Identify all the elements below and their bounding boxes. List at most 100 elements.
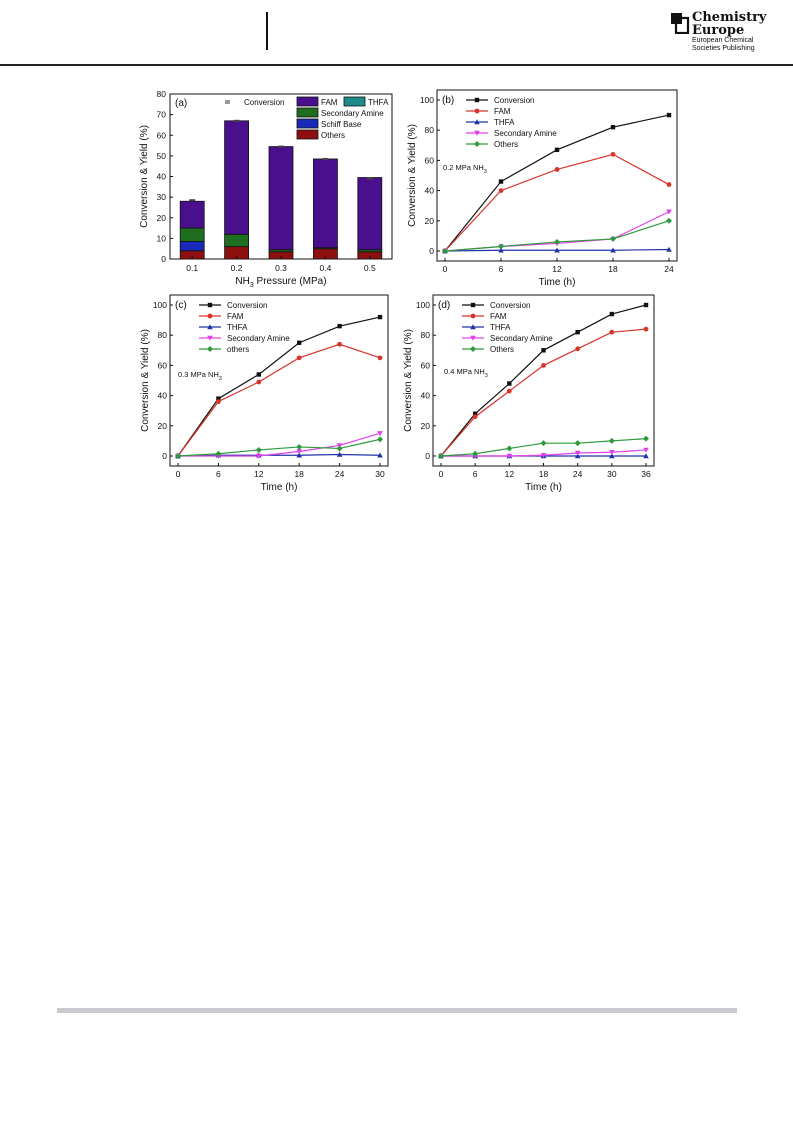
panel-d-ytick-label: 0	[425, 451, 430, 461]
panel-a-bar-fam	[312, 158, 338, 249]
panel-c-series-fam-point	[256, 379, 262, 385]
publisher-logo: Chemistry Europe European Chemical Socie…	[670, 11, 770, 56]
panel-a-legend-swatch	[296, 96, 319, 107]
panel-c-ytick-label: 40	[158, 391, 168, 401]
panel-a-xtick-label: 0.5	[364, 263, 376, 273]
panel-c-legend-label: Secondary Amine	[227, 334, 290, 343]
panel-a-ytick-label: 50	[157, 151, 167, 161]
panel-d-series-fam-point	[575, 346, 581, 352]
logo-line4: Societies Publishing	[692, 45, 755, 52]
panel-a-bar-fam	[268, 146, 294, 251]
panel-d-ytick-label: 60	[421, 360, 431, 370]
panel-a-bar-secondary-amine	[179, 227, 205, 242]
panel-c-series-others-point	[255, 446, 262, 453]
panel-a-ytick-label: 20	[157, 213, 167, 223]
panel-c-ytick-label: 100	[153, 300, 167, 310]
panel-b-annotation: 0.2 MPa NH3	[443, 163, 487, 175]
panel-d-series-others-point	[506, 445, 513, 452]
panel-d-xtick-label: 0	[439, 469, 444, 479]
header-rule	[0, 64, 793, 66]
panel-c-series-thfa-point	[377, 452, 383, 458]
panel-c-series-fam-line	[177, 343, 381, 457]
panel-a-legend-swatch	[296, 118, 319, 129]
panel-a-ytick-label: 60	[157, 130, 167, 140]
panel-b-ytick-label: 60	[425, 155, 435, 165]
panel-b-xtick-label: 6	[499, 264, 504, 274]
panel-b-series-fam-point	[610, 151, 616, 157]
panel-d-label: (d)	[438, 300, 450, 311]
panel-d-series-secondary-amine-point	[643, 447, 649, 453]
panel-b-legend-label: THFA	[494, 118, 515, 127]
panel-d-xtick-label: 18	[539, 469, 549, 479]
panel-d-series-others-point	[574, 440, 581, 447]
panel-c-series-conversion-point	[297, 340, 302, 345]
panel-a-legend-swatch	[296, 107, 319, 118]
panel-c-series-others-point	[175, 453, 181, 459]
header-divider	[266, 12, 268, 50]
panel-a-legend-conversion: Conversion	[244, 98, 284, 107]
panel-c-series-thfa-point	[296, 452, 302, 458]
panel-a-bar-chart: 0 10 20 30 40 50 60 70 80 0.1 0.2 0.3 0.4 0.5 (a) NH3 P…	[139, 89, 393, 289]
panel-b-ytick-label: 20	[425, 216, 435, 226]
panel-c-series-others-point	[336, 445, 343, 452]
panel-d-series-secondary-amine-point	[609, 450, 615, 456]
panel-a-legend-conversion-swatch	[225, 100, 230, 104]
panel-d-series-conversion-point	[507, 381, 512, 386]
panel-b-series-thfa-point	[554, 247, 560, 253]
panel-c-series-fam-point	[296, 355, 302, 361]
panel-b-series-others-point	[442, 248, 448, 254]
panel-d-ytick-label: 80	[421, 330, 431, 340]
panel-d-ytick-label: 100	[416, 300, 430, 310]
panel-b-ytick-label: 40	[425, 186, 435, 196]
panel-b-xlabel: Time (h)	[539, 277, 576, 288]
panel-c-xtick-label: 24	[335, 469, 345, 479]
panel-c-series-fam-point	[377, 355, 383, 361]
panel-d-xtick-label: 12	[505, 469, 515, 479]
panel-b-series-conversion-point	[498, 179, 504, 184]
panel-d-series-others-point	[472, 450, 479, 457]
panel-a-legend-label: FAM	[321, 98, 338, 107]
panel-d-legend-marker	[470, 346, 476, 352]
panel-b-line-chart: 0 20 40 60 80 100 0 6 12 18 24 Conversion FAM THFA Sec…	[407, 89, 678, 288]
panel-a-legend-label: Others	[321, 131, 345, 140]
panel-b-series-others-point	[554, 238, 560, 245]
panel-b-legend-marker	[474, 130, 480, 136]
panel-c-xtick-label: 6	[216, 469, 221, 479]
panel-b-legend-marker	[474, 108, 480, 114]
panel-c-series-secondary-amine-line	[178, 432, 381, 457]
panel-b-xtick-label: 12	[552, 264, 562, 274]
panel-a-ytick-label: 80	[157, 89, 167, 99]
panel-b-legend-label: FAM	[494, 107, 511, 116]
panel-d-legend-label: Conversion	[490, 301, 530, 310]
panel-b-legend-marker	[474, 141, 480, 147]
panel-c-label: (c)	[175, 300, 187, 311]
panel-c-series-secondary-amine-point	[256, 453, 262, 459]
panel-d-legend-marker	[470, 324, 476, 330]
panel-d-series-secondary-amine-point	[574, 450, 581, 456]
panel-c-series-fam-point	[216, 399, 221, 405]
panel-b-series-fam-point	[666, 182, 672, 187]
panel-b-series-secondary-amine-point	[666, 209, 672, 215]
panel-b-legend-label: Conversion	[494, 96, 534, 105]
panel-b-series-thfa-point	[666, 246, 672, 252]
panel-d-series-conversion-point	[575, 329, 580, 335]
panel-b-xtick-label: 18	[608, 264, 618, 274]
panel-a-ytick-label: 10	[157, 233, 167, 243]
logo-line2: Europe	[692, 23, 745, 38]
panel-a-legend-label: THFA	[368, 98, 389, 107]
panel-d-series-fam-point	[541, 363, 546, 368]
panel-c-xtick-label: 30	[375, 469, 385, 479]
panel-d-series-fam-point	[609, 329, 615, 335]
panel-b-label: (b)	[442, 95, 454, 106]
panel-d-legend-marker	[470, 335, 476, 341]
panel-c-series-conversion-point	[337, 323, 342, 329]
panel-d-xtick-label: 36	[641, 469, 651, 479]
panel-c-ytick-label: 80	[158, 330, 168, 340]
panel-d-series-fam-point	[506, 388, 512, 394]
panel-d-ytick-label: 40	[421, 391, 431, 401]
panel-c-legend-marker	[207, 324, 213, 330]
panel-b-xtick-label: 0	[443, 264, 448, 274]
logo-line3: European Chemical	[692, 37, 754, 44]
panel-c-series-others-point	[296, 443, 303, 450]
panel-a-xtick-label: 0.2	[231, 263, 243, 273]
